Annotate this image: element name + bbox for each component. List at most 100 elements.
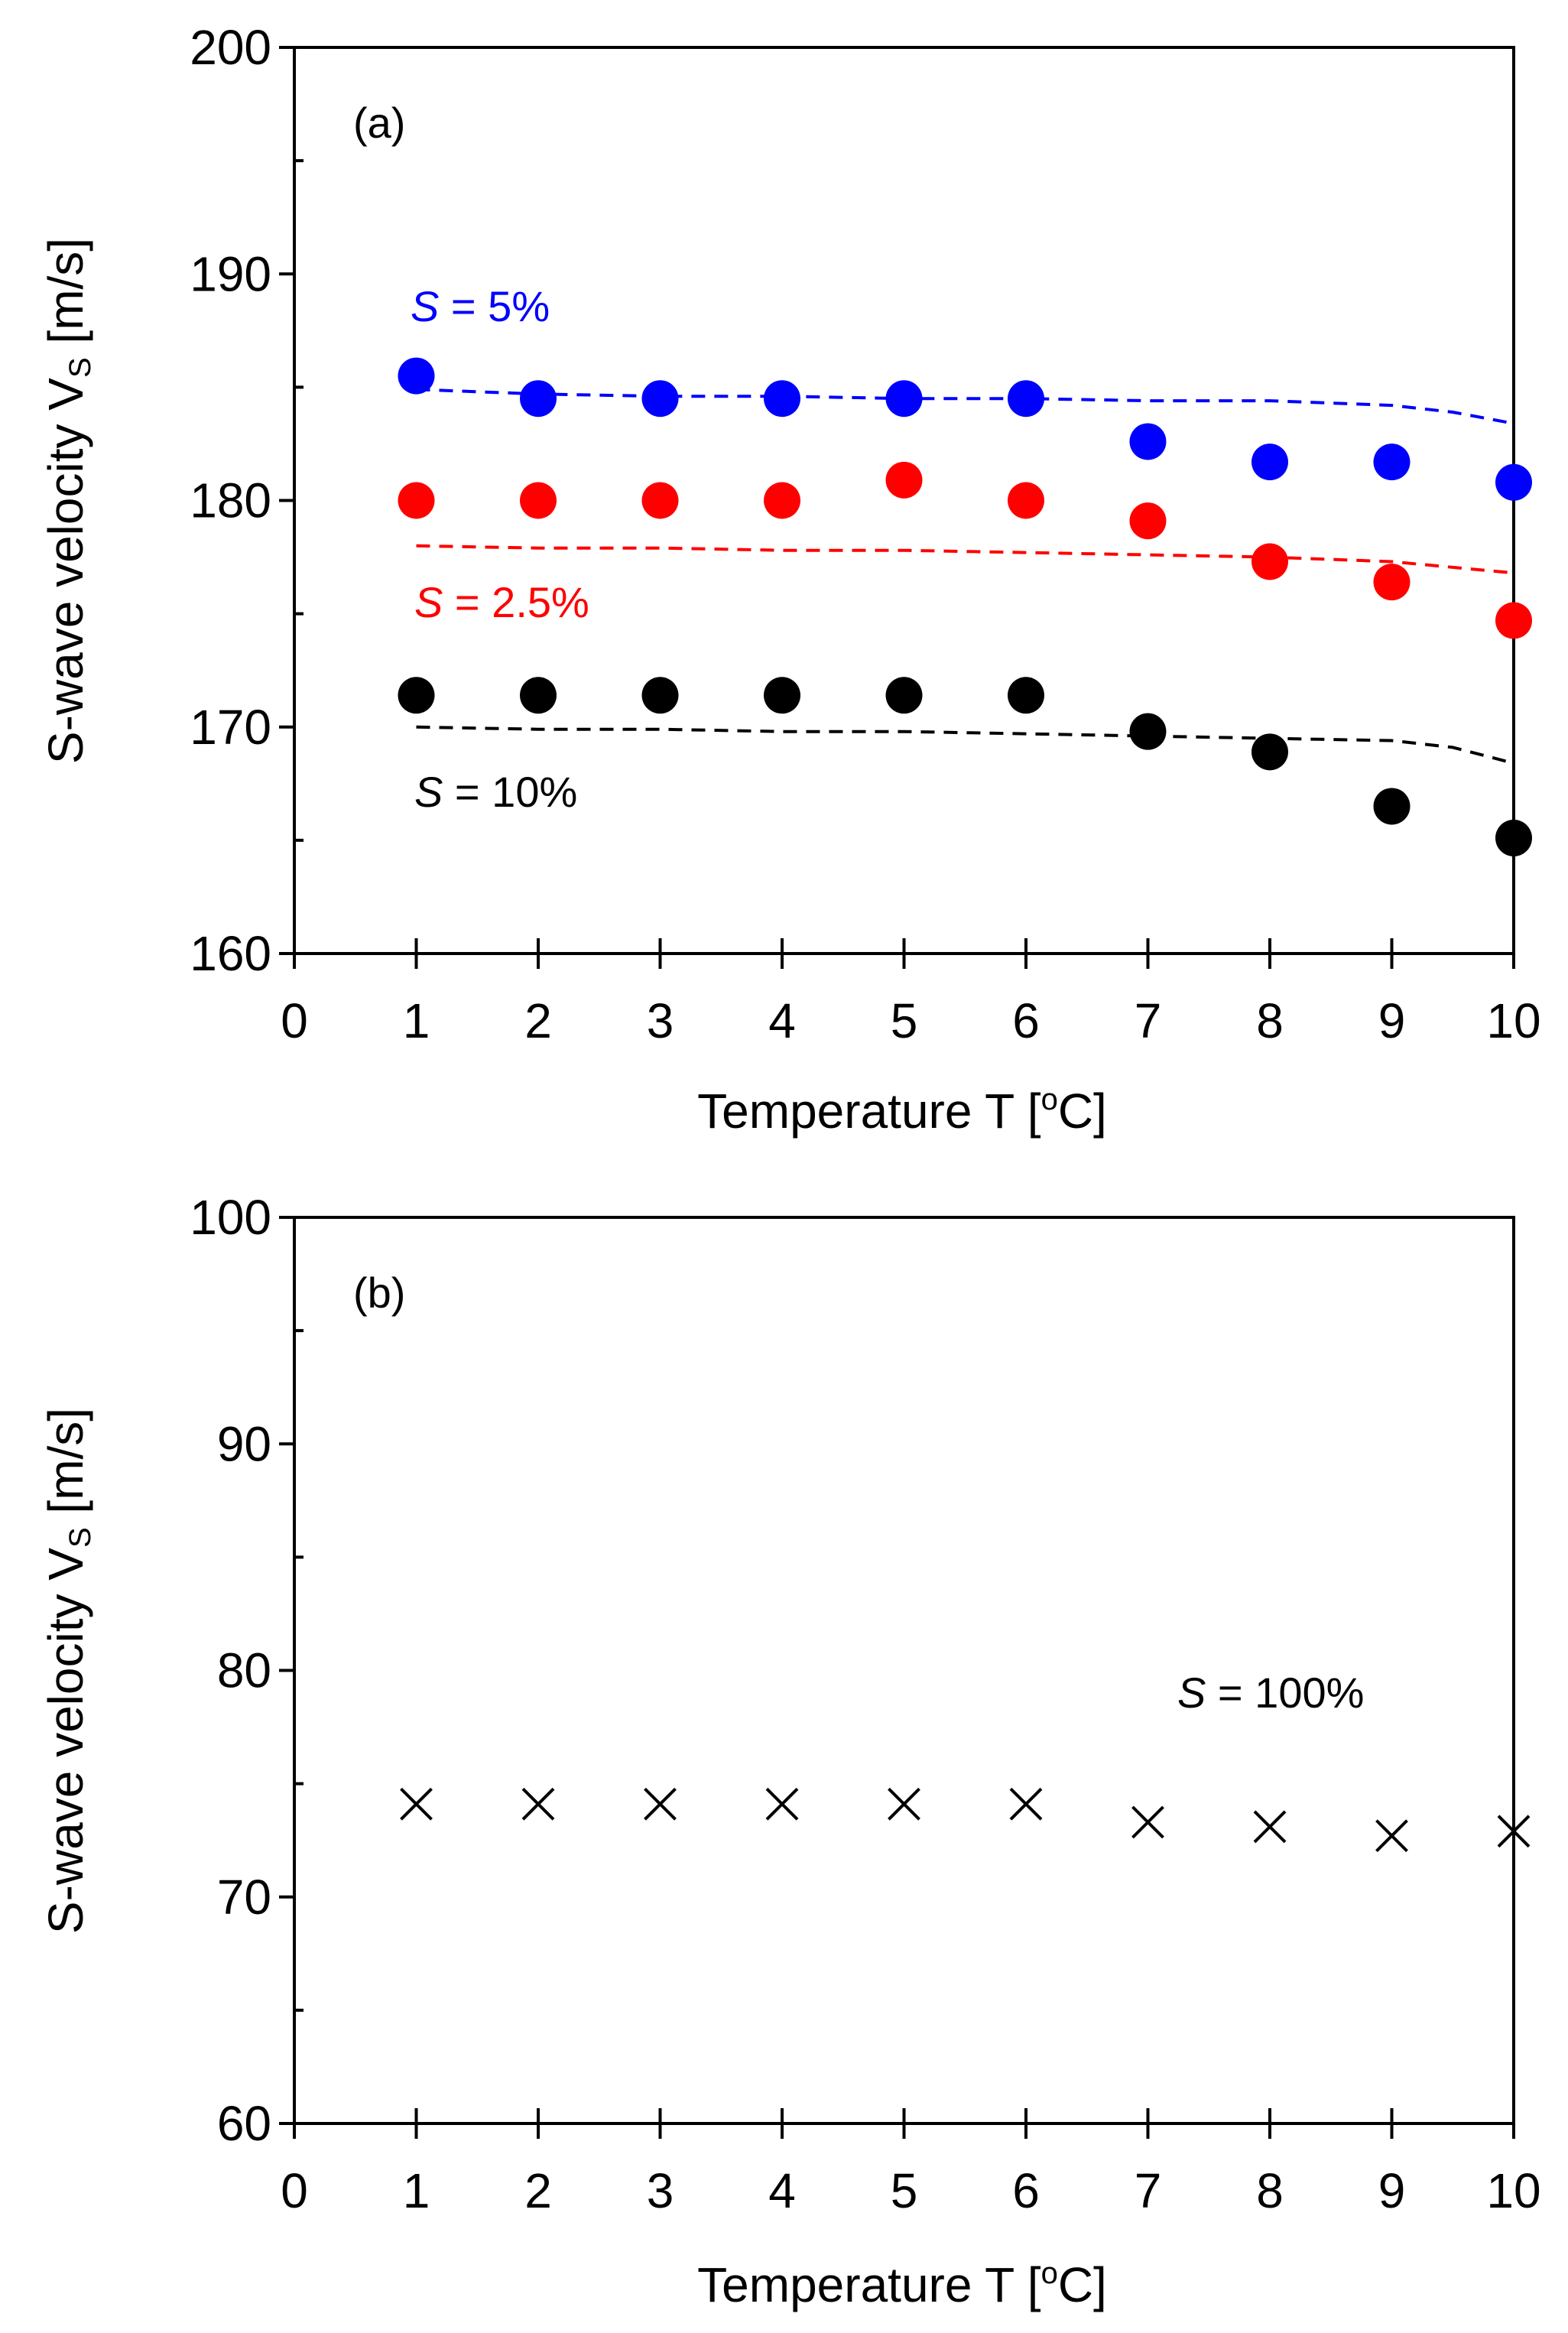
x-tick-label-b-3: 3: [647, 2163, 674, 2218]
x-axis-title-b-main: Temperature T [: [697, 2257, 1041, 2312]
y-axis-title-b-main: S-wave velocity V: [38, 1548, 93, 1934]
series-label-s100-rest: = 100%: [1206, 1669, 1364, 1717]
x-marker-stroke: [1131, 1805, 1164, 1839]
x-tick-label-a-6: 6: [1012, 993, 1040, 1048]
y-tick-label-a-170: 170: [190, 700, 271, 755]
data-point-s-5--3: [641, 380, 679, 418]
data-point-s-5--4: [764, 380, 800, 418]
series-label-s10-rest: = 10%: [443, 768, 577, 816]
x-marker-stroke: [1253, 1810, 1287, 1844]
data-point-s-100--4: [765, 1787, 799, 1821]
x-tick-label-a-10: 10: [1486, 993, 1540, 1048]
x-marker-stroke: [888, 1787, 920, 1821]
data-point-s-100--2: [521, 1787, 555, 1821]
data-point-s-5--1: [398, 357, 435, 395]
series-label-s10-var: S: [414, 768, 443, 816]
data-point-s-10--9: [1373, 788, 1411, 825]
series-label-s5-var: S: [411, 282, 439, 330]
x-axis-title-b: Temperature T [oC]: [697, 2257, 1107, 2312]
y-tick-label-b-70: 70: [217, 1870, 271, 1925]
x-axis-title-a-end: C]: [1058, 1084, 1107, 1139]
series-label-s5: S = 5%: [411, 282, 550, 330]
x-ticks-a: 0 1 2 3 4 5 6 7 8 9 10: [281, 938, 1541, 1048]
data-point-s-2-5--2: [520, 482, 557, 519]
data-point-s-5--9: [1373, 444, 1411, 481]
data-point-s-100--5: [888, 1787, 920, 1821]
chart-panel-b: 60 70 80 90 100 0 1 2 3 4 5 6 7 8 9 10 (b) S = 100% Te…: [38, 1190, 1541, 2312]
x-tick-label-b-9: 9: [1378, 2163, 1406, 2218]
data-point-s-100--6: [1009, 1787, 1043, 1821]
data-point-s-100--1: [400, 1787, 433, 1821]
series-label-s100: S = 100%: [1177, 1669, 1364, 1717]
panel-label-a: (a): [353, 99, 405, 147]
data-point-s-5--7: [1129, 423, 1167, 460]
x-tick-label-a-8: 8: [1256, 993, 1284, 1048]
x-tick-label-b-0: 0: [281, 2163, 308, 2218]
data-point-s-5--8: [1251, 444, 1288, 481]
data-point-s-10--1: [398, 677, 435, 714]
y-tick-label-a-160: 160: [190, 926, 271, 981]
data-points-b: [400, 1787, 1531, 1853]
series-label-s2-5-var: S: [414, 578, 443, 626]
data-point-s-100--8: [1253, 1810, 1287, 1844]
data-point-s-2-5--8: [1251, 543, 1288, 580]
data-point-s-10--6: [1008, 677, 1044, 714]
data-point-s-2-5--9: [1373, 564, 1411, 601]
x-tick-label-a-5: 5: [891, 993, 918, 1048]
data-point-s-10--8: [1251, 733, 1288, 771]
data-point-s-10--7: [1129, 713, 1167, 750]
y-ticks-a: 160 170 180 190 200: [190, 20, 304, 981]
x-marker-stroke: [1375, 1819, 1408, 1853]
data-point-s-2-5--7: [1129, 502, 1167, 540]
y-tick-label-b-80: 80: [217, 1643, 271, 1698]
x-ticks-b: 0 1 2 3 4 5 6 7 8 9 10: [281, 2108, 1541, 2218]
data-point-s-100--7: [1131, 1805, 1164, 1839]
series-label-s2-5: S = 2.5%: [414, 578, 589, 626]
data-point-s-2-5--6: [1008, 482, 1044, 519]
data-point-s-5--6: [1008, 380, 1044, 418]
y-axis-title-a-main: S-wave velocity V: [38, 378, 93, 764]
y-axis-title-b-sub: S: [63, 1527, 97, 1548]
y-tick-label-b-60: 60: [217, 2096, 271, 2151]
x-tick-label-b-4: 4: [768, 2163, 796, 2218]
x-axis-title-b-end: C]: [1058, 2257, 1107, 2312]
x-tick-label-a-7: 7: [1135, 993, 1162, 1048]
x-tick-label-a-4: 4: [768, 993, 796, 1048]
series-label-s100-var: S: [1177, 1669, 1206, 1717]
data-point-s-10--5: [885, 677, 923, 714]
model-curves-a: [416, 388, 1514, 765]
data-point-s-2-5--3: [641, 482, 679, 519]
x-tick-label-b-5: 5: [891, 2163, 918, 2218]
x-axis-title-a-sup: o: [1041, 1083, 1058, 1116]
x-marker-stroke: [1497, 1815, 1531, 1848]
x-marker-stroke: [1009, 1787, 1043, 1821]
x-tick-label-a-0: 0: [281, 993, 308, 1048]
x-tick-label-a-1: 1: [403, 993, 430, 1048]
data-point-s-5--2: [520, 380, 557, 418]
data-point-s-100--3: [644, 1787, 677, 1821]
series-label-s2-5-rest: = 2.5%: [443, 578, 589, 626]
x-marker-stroke: [521, 1787, 555, 1821]
x-marker-stroke: [644, 1787, 677, 1821]
y-axis-title-a-end: [m/s]: [38, 238, 93, 357]
y-axis-title-a-sub: S: [63, 357, 97, 378]
y-tick-label-a-180: 180: [190, 473, 271, 528]
y-axis-title-b-end: [m/s]: [38, 1408, 93, 1527]
y-axis-title-a: S-wave velocity VS [m/s]: [38, 238, 97, 764]
data-point-s-2-5--10: [1495, 602, 1532, 639]
x-tick-label-a-9: 9: [1378, 993, 1406, 1048]
x-axis-title-a: Temperature T [oC]: [697, 1083, 1107, 1139]
x-tick-label-b-8: 8: [1256, 2163, 1284, 2218]
data-point-s-100--10: [1497, 1815, 1531, 1848]
x-marker-stroke: [765, 1787, 799, 1821]
data-point-s-5--5: [885, 380, 923, 418]
x-marker-stroke: [400, 1787, 433, 1821]
data-point-s-10--2: [520, 677, 557, 714]
x-tick-label-b-7: 7: [1135, 2163, 1162, 2218]
x-tick-label-b-1: 1: [403, 2163, 430, 2218]
y-ticks-b: 60 70 80 90 100: [190, 1190, 304, 2151]
model-curve-s-5-: [416, 388, 1514, 425]
plot-frame-a: [293, 46, 1515, 955]
